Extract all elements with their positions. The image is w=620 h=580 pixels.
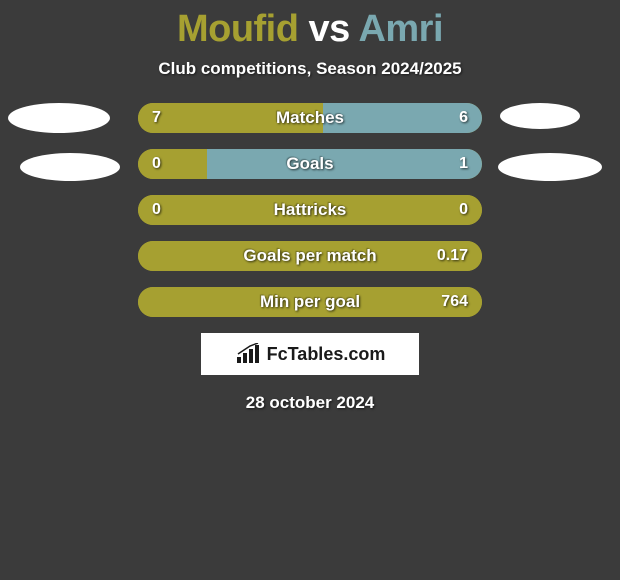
bar-row-goals-per-match: Goals per match0.17 — [138, 241, 482, 271]
right-portrait-0 — [500, 103, 580, 129]
bar-value-left: 0 — [152, 149, 161, 179]
chart-area: Matches76Goals01Hattricks00Goals per mat… — [0, 103, 620, 317]
bar-value-left: 7 — [152, 103, 161, 133]
bar-value-left: 0 — [152, 195, 161, 225]
bar-value-right: 0.17 — [437, 241, 468, 271]
chart-icon — [235, 343, 263, 365]
right-portrait-1 — [498, 153, 602, 181]
title-left-name: Moufid — [177, 8, 299, 50]
left-portrait-0 — [8, 103, 110, 133]
comparison-bars: Matches76Goals01Hattricks00Goals per mat… — [138, 103, 482, 317]
bar-label: Hattricks — [138, 195, 482, 225]
left-portrait-1 — [20, 153, 120, 181]
bar-value-right: 764 — [441, 287, 468, 317]
bar-row-matches: Matches7 6 — [138, 103, 482, 133]
subtitle: Club competitions, Season 2024/2025 — [0, 59, 620, 79]
page-title: Moufid vs Amri — [0, 0, 620, 51]
bar-label: Min per goal — [138, 287, 482, 317]
title-vs: vs — [298, 8, 358, 50]
bar-value-right: 6 — [459, 103, 468, 133]
fctables-logo[interactable]: FcTables.com — [201, 333, 419, 375]
bar-label: Goals — [138, 149, 482, 179]
bar-row-hattricks: Hattricks0 0 — [138, 195, 482, 225]
date-line: 28 october 2024 — [0, 393, 620, 413]
bar-row-goals: Goals0 1 — [138, 149, 482, 179]
bar-value-right: 1 — [459, 149, 468, 179]
bar-value-right: 0 — [459, 195, 468, 225]
title-right-name: Amri — [358, 8, 443, 50]
bar-row-min-per-goal: Min per goal764 — [138, 287, 482, 317]
bar-label: Matches — [138, 103, 482, 133]
logo-text: FcTables.com — [267, 344, 386, 365]
bar-label: Goals per match — [138, 241, 482, 271]
